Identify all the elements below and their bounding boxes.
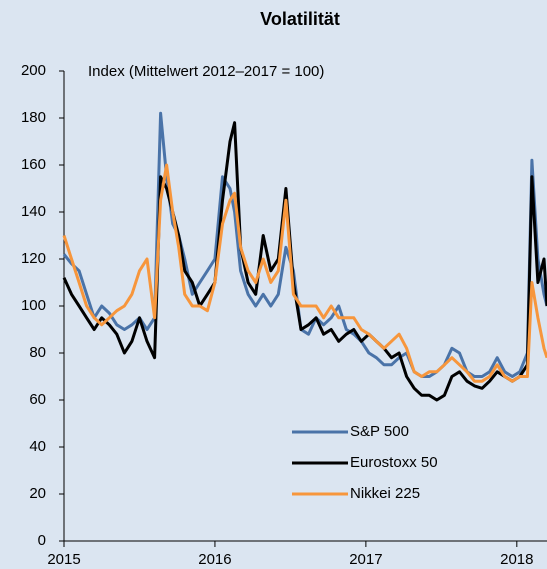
y-tick-label: 100 [21, 297, 46, 314]
legend-label: Eurostoxx 50 [350, 454, 438, 471]
series-line [62, 163, 547, 383]
y-tick-label: 120 [21, 250, 46, 267]
y-tick-label: 60 [29, 391, 46, 408]
chart-subtitle: Index (Mittelwert 2012–2017 = 100) [88, 63, 324, 80]
y-tick-label: 40 [29, 438, 46, 455]
series-line [62, 111, 547, 378]
x-tick-label: 2018 [500, 551, 533, 568]
y-tick-label: 160 [21, 156, 46, 173]
y-tick-label: 140 [21, 203, 46, 220]
y-tick-label: 180 [21, 109, 46, 126]
y-tick-label: 0 [38, 532, 46, 549]
legend-label: Nikkei 225 [350, 485, 420, 502]
y-tick-label: 20 [29, 485, 46, 502]
x-tick-label: 2017 [349, 551, 382, 568]
legend-label: S&P 500 [350, 423, 409, 440]
series-line [62, 121, 547, 402]
y-tick-label: 200 [21, 62, 46, 79]
y-tick-label: 80 [29, 344, 46, 361]
x-tick-label: 2016 [198, 551, 231, 568]
x-tick-label: 2015 [47, 551, 80, 568]
chart-title: Volatilität [260, 9, 340, 29]
